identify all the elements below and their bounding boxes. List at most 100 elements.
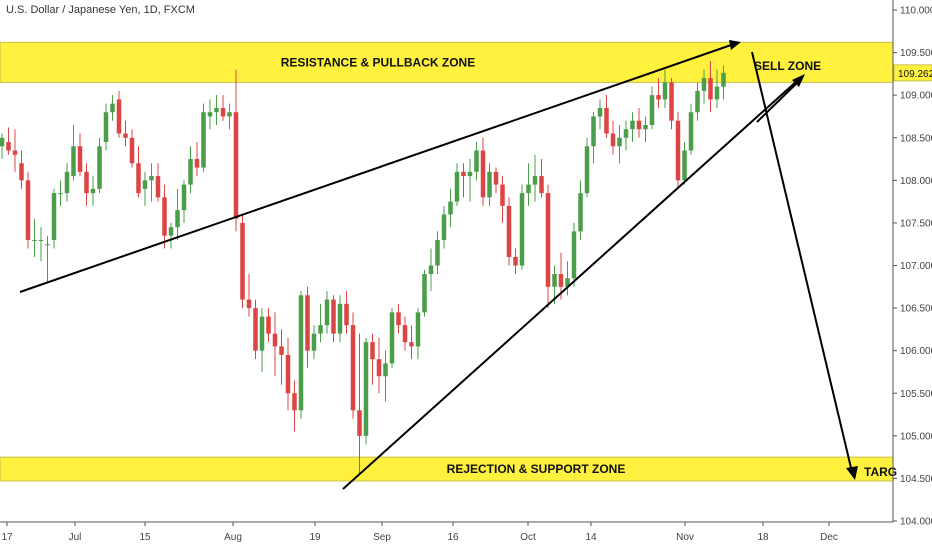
candle-body — [259, 316, 265, 351]
last-price-tag — [893, 64, 932, 82]
price-tick-label: 108.500 — [900, 133, 932, 144]
candle-body — [383, 363, 388, 377]
candle-body — [344, 303, 349, 326]
price-tick-label: 107.500 — [900, 218, 932, 229]
candle-body — [571, 231, 577, 279]
candle-body — [428, 265, 434, 275]
candle-body — [38, 239, 44, 241]
candle-body — [441, 214, 447, 240]
candle-body — [370, 342, 375, 360]
candle-body — [155, 176, 161, 198]
candle-body — [493, 171, 499, 185]
candle-body — [97, 146, 102, 189]
target-arrow — [751, 51, 853, 473]
candle-body — [363, 342, 369, 436]
candle-body — [311, 333, 317, 351]
candle-body — [253, 308, 258, 351]
candle-body — [396, 312, 401, 326]
candle-body — [643, 124, 648, 130]
candle-body — [448, 201, 453, 215]
time-tick-label: 16 — [447, 532, 459, 543]
candle-body — [545, 193, 551, 287]
candle-body — [526, 184, 531, 194]
candle-body — [415, 312, 421, 347]
candle-body — [500, 184, 505, 206]
candle-body — [558, 274, 564, 287]
candle-body — [45, 244, 50, 246]
candle-body — [591, 116, 596, 147]
candle-body — [220, 107, 226, 117]
candle-body — [565, 278, 570, 287]
candle-body — [422, 274, 427, 313]
candle-body — [688, 112, 694, 151]
time-tick-label: 19 — [309, 532, 321, 543]
candle-body — [506, 205, 512, 257]
resistance-zone-label: RESISTANCE & PULLBACK ZONE — [281, 55, 475, 69]
time-tick-label: 15 — [139, 532, 151, 543]
candle-body — [350, 325, 356, 411]
candle-body — [51, 193, 57, 240]
candle-body — [636, 120, 642, 130]
price-tick-label: 108.000 — [900, 176, 932, 187]
time-axis[interactable]: 17 Jul 15 Aug 19 Sep 16 Oct 14 Nov 18 Dec — [1, 522, 838, 543]
candle-body — [662, 82, 668, 100]
candle-body — [721, 72, 726, 87]
target-arrow-head-icon — [846, 466, 858, 480]
candle-body — [292, 393, 297, 411]
candle-body — [357, 410, 362, 436]
candle-body — [149, 176, 154, 181]
candle-body — [623, 129, 629, 138]
candle-body — [454, 171, 460, 202]
candle-body — [188, 159, 193, 185]
price-tick-label: 106.000 — [900, 346, 932, 357]
candle-body — [266, 316, 271, 334]
sell-zone-label: SELL ZONE — [754, 59, 821, 73]
candle-body — [227, 112, 232, 117]
price-tick-label: 105.500 — [900, 389, 932, 400]
candle-body — [214, 107, 219, 113]
time-tick-label: Oct — [520, 532, 536, 543]
candle-body — [136, 163, 141, 194]
candle-body — [584, 146, 590, 194]
price-axis[interactable]: 110.000 109.500 109.000 108.500 108.000 107.5… — [893, 6, 932, 528]
candle-body — [318, 325, 323, 334]
price-tick-label: 107.000 — [900, 261, 932, 272]
candle-body — [142, 180, 148, 189]
candle-body — [168, 227, 174, 236]
candle-body — [604, 107, 609, 134]
candle-body — [0, 137, 5, 147]
candle-body — [207, 112, 213, 117]
candle-body — [461, 171, 466, 177]
candle-body — [708, 78, 713, 100]
candle-body — [71, 146, 76, 177]
price-tick-label: 109.000 — [900, 91, 932, 102]
time-tick-label: Jul — [69, 532, 82, 543]
candle-body — [701, 78, 707, 91]
candle-body — [435, 239, 440, 266]
candle-body — [532, 176, 538, 185]
candle-body — [194, 159, 200, 168]
candle-body — [669, 82, 674, 121]
candle-body — [324, 299, 330, 326]
candle-body — [539, 176, 544, 194]
candle-body — [25, 180, 31, 240]
candle-body — [123, 133, 128, 138]
candle-body — [331, 299, 336, 334]
candle-body — [116, 99, 122, 134]
candle-body — [467, 171, 473, 177]
candle-body — [695, 90, 700, 113]
candle-body — [480, 150, 486, 198]
candle-body — [110, 103, 115, 113]
lower-trend-line — [342, 79, 799, 490]
candle-body — [64, 171, 70, 194]
candle-body — [474, 150, 479, 172]
last-price-value: 109.262 — [898, 69, 932, 80]
upper-trend-line — [19, 43, 735, 293]
price-tick-label: 104.500 — [900, 474, 932, 485]
candle-body — [240, 222, 245, 300]
candle-body — [129, 137, 135, 164]
price-tick-label: 110.000 — [900, 6, 932, 17]
candle-body — [6, 142, 11, 151]
candle-body — [617, 137, 622, 147]
